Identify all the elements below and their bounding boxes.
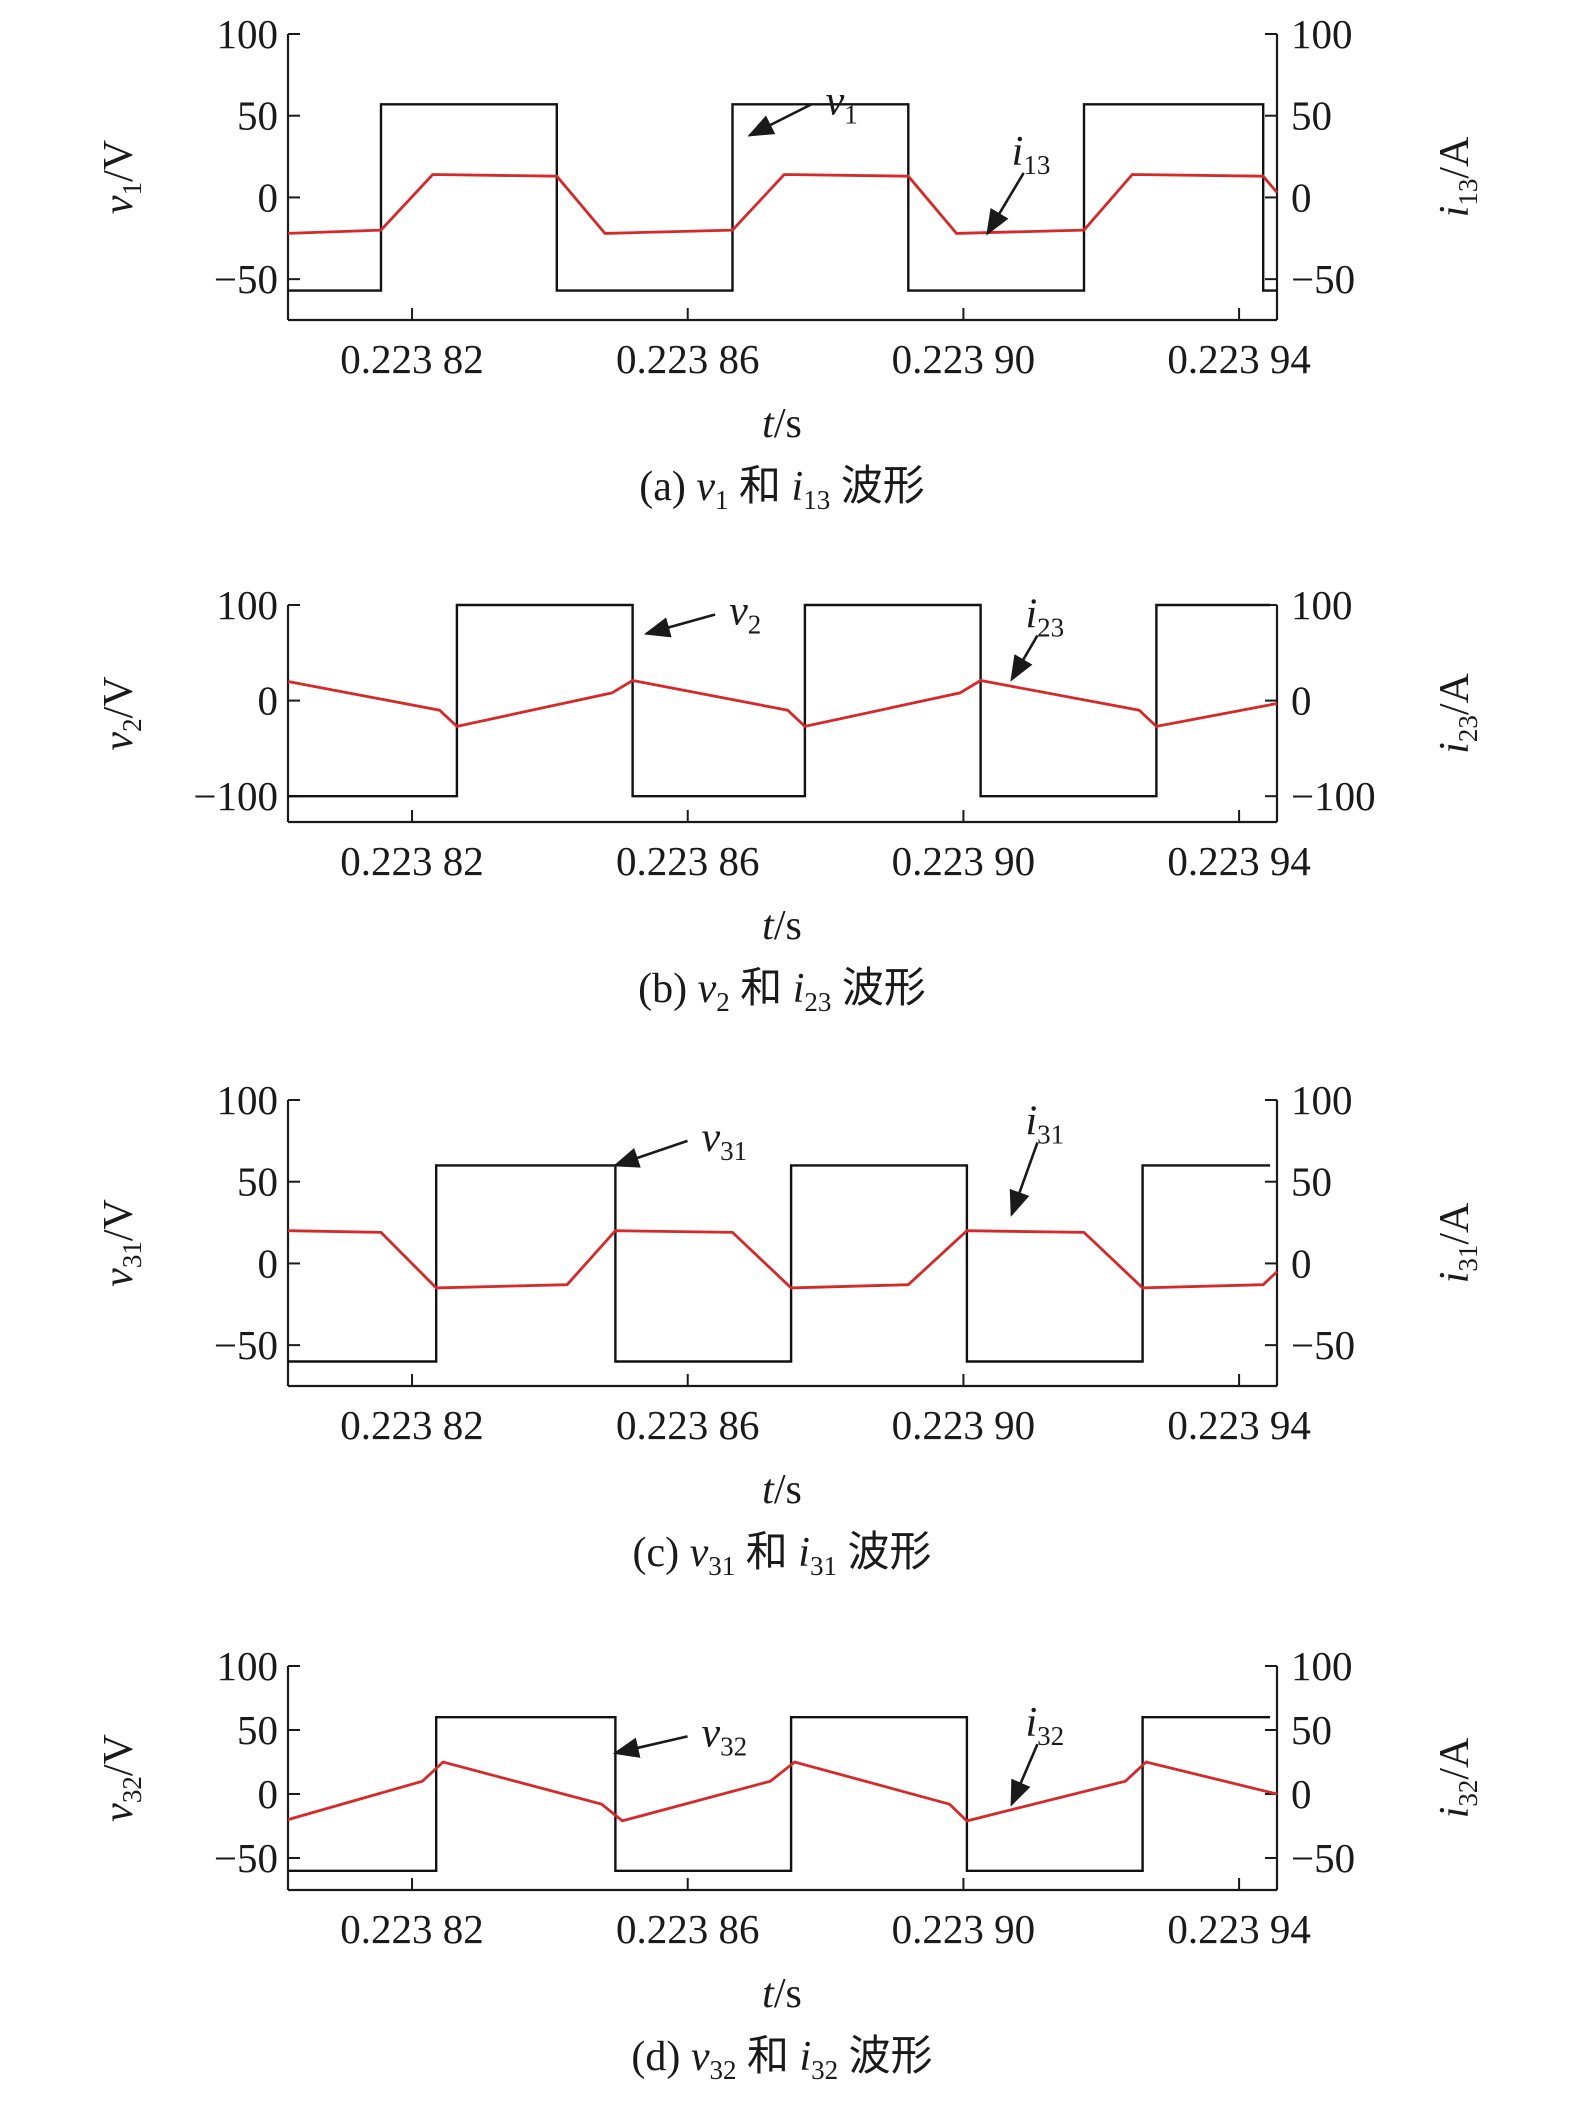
v1-annotation-label: v1 bbox=[826, 78, 858, 129]
y-axis-label-right: i31/A bbox=[1432, 1202, 1483, 1283]
x-tick-label: 0.223 94 bbox=[1167, 336, 1311, 382]
chart-panel-b: 100 0 −100 100 0 −100 0.223 82 0.223 86 0.223 90… bbox=[96, 582, 1483, 1017]
x-tick-label: 0.223 86 bbox=[616, 838, 760, 884]
series-v32 bbox=[288, 1715, 1271, 1873]
x-axis-label: t/s bbox=[762, 1971, 802, 2017]
v31-annotation-label: v31 bbox=[702, 1115, 748, 1166]
series-i32 bbox=[287, 1760, 1278, 1823]
y-tick-label-right: 0 bbox=[1291, 1771, 1312, 1817]
series-i23 bbox=[287, 679, 1278, 728]
series-v1 bbox=[288, 103, 1277, 292]
y-tick-label-left: −50 bbox=[214, 256, 278, 302]
chart-panel-c: 100 50 0 −50 100 50 0 −50 0.223 82 0.223 86 0.223 … bbox=[96, 1077, 1483, 1581]
series-v2 bbox=[288, 603, 1271, 798]
caption: (c) v31 和 i31 波形 bbox=[633, 1530, 932, 1581]
y-tick-label-left: −100 bbox=[193, 773, 278, 819]
y-tick-label-right: −50 bbox=[1291, 256, 1355, 302]
y-tick-label-right: 50 bbox=[1291, 93, 1332, 139]
y-tick-label-right: −50 bbox=[1291, 1322, 1355, 1368]
x-tick-label: 0.223 86 bbox=[616, 1402, 760, 1448]
i31-annotation-label: i31 bbox=[1025, 1099, 1064, 1150]
y-tick-label-left: 50 bbox=[237, 1159, 278, 1205]
caption: (b) v2 和 i23 波形 bbox=[638, 966, 926, 1017]
y-tick-label-right: 100 bbox=[1291, 11, 1353, 57]
i32-annotation-label: i32 bbox=[1025, 1700, 1064, 1751]
series-i31 bbox=[287, 1229, 1278, 1290]
y-tick-label-left: 100 bbox=[217, 11, 279, 57]
i13-annotation-arrow bbox=[986, 172, 1025, 236]
y-tick-label-right: −100 bbox=[1291, 773, 1376, 819]
x-tick-label: 0.223 86 bbox=[616, 336, 760, 382]
x-tick-label: 0.223 94 bbox=[1167, 838, 1311, 884]
y-tick-label-left: −50 bbox=[214, 1835, 278, 1881]
x-axis-label: t/s bbox=[762, 903, 802, 949]
chart-panel-a: 100 50 0 −50 100 50 0 −50 0.223 82 0.223 86 0.223 … bbox=[96, 11, 1483, 515]
v32-annotation-arrow bbox=[612, 1735, 688, 1758]
x-tick-label: 0.223 82 bbox=[340, 1906, 484, 1952]
y-tick-label-right: 0 bbox=[1291, 1240, 1312, 1286]
x-tick-label: 0.223 90 bbox=[892, 1402, 1036, 1448]
y-tick-label-right: 100 bbox=[1291, 1643, 1353, 1689]
y-tick-label-left: 100 bbox=[217, 582, 279, 628]
chart-panel-d: 100 50 0 −50 100 50 0 −50 0.223 82 0.223 86 0.223 … bbox=[96, 1643, 1483, 2085]
x-tick-label: 0.223 90 bbox=[892, 838, 1036, 884]
y-axis-label-left: v32/V bbox=[96, 1734, 147, 1822]
x-axis-label: t/s bbox=[762, 401, 802, 447]
y-tick-label-right: 0 bbox=[1291, 174, 1312, 220]
v1-annotation-arrow bbox=[747, 103, 813, 137]
y-tick-label-right: 100 bbox=[1291, 582, 1353, 628]
y-axis-label-left: v31/V bbox=[96, 1199, 147, 1287]
x-tick-label: 0.223 82 bbox=[340, 336, 484, 382]
v2-annotation-arrow bbox=[643, 613, 716, 638]
y-tick-label-right: −50 bbox=[1291, 1835, 1355, 1881]
x-tick-label: 0.223 90 bbox=[892, 1906, 1036, 1952]
y-tick-label-left: 50 bbox=[237, 1707, 278, 1753]
caption: (d) v32 和 i32 波形 bbox=[631, 2034, 932, 2085]
y-tick-label-left: 0 bbox=[258, 1771, 279, 1817]
y-tick-label-right: 0 bbox=[1291, 678, 1312, 724]
x-tick-label: 0.223 82 bbox=[340, 1402, 484, 1448]
x-tick-label: 0.223 90 bbox=[892, 336, 1036, 382]
y-tick-label-left: 100 bbox=[217, 1643, 279, 1689]
y-axis-label-right: i13/A bbox=[1432, 136, 1483, 217]
x-axis-label: t/s bbox=[762, 1467, 802, 1513]
y-axis-label-left: v1/V bbox=[96, 140, 147, 214]
i32-annotation-arrow bbox=[1010, 1743, 1039, 1807]
i23-annotation-label: i23 bbox=[1025, 591, 1064, 642]
i23-annotation-arrow bbox=[1010, 634, 1039, 682]
y-axis-label-left: v2/V bbox=[96, 676, 147, 750]
y-axis-label-right: i32/A bbox=[1432, 1737, 1483, 1818]
y-tick-label-left: 0 bbox=[258, 174, 279, 220]
caption: (a) v1 和 i13 波形 bbox=[639, 464, 924, 515]
y-tick-label-left: 0 bbox=[258, 1240, 279, 1286]
y-tick-label-right: 100 bbox=[1291, 1077, 1353, 1123]
y-tick-label-left: 100 bbox=[217, 1077, 279, 1123]
y-tick-label-left: −50 bbox=[214, 1322, 278, 1368]
v32-annotation-label: v32 bbox=[702, 1710, 748, 1761]
x-tick-label: 0.223 94 bbox=[1167, 1402, 1311, 1448]
x-tick-label: 0.223 94 bbox=[1167, 1906, 1311, 1952]
i31-annotation-arrow bbox=[1009, 1142, 1039, 1217]
y-tick-label-left: 50 bbox=[237, 93, 278, 139]
x-tick-label: 0.223 82 bbox=[340, 838, 484, 884]
y-axis-label-right: i23/A bbox=[1432, 672, 1483, 753]
y-tick-label-left: 0 bbox=[258, 678, 279, 724]
y-tick-label-right: 50 bbox=[1291, 1159, 1332, 1205]
i13-annotation-label: i13 bbox=[1012, 129, 1051, 180]
x-tick-label: 0.223 86 bbox=[616, 1906, 760, 1952]
series-v31 bbox=[288, 1164, 1271, 1363]
v31-annotation-arrow bbox=[612, 1139, 688, 1168]
series-i13 bbox=[287, 173, 1279, 235]
y-tick-label-right: 50 bbox=[1291, 1707, 1332, 1753]
v2-annotation-label: v2 bbox=[729, 589, 761, 640]
